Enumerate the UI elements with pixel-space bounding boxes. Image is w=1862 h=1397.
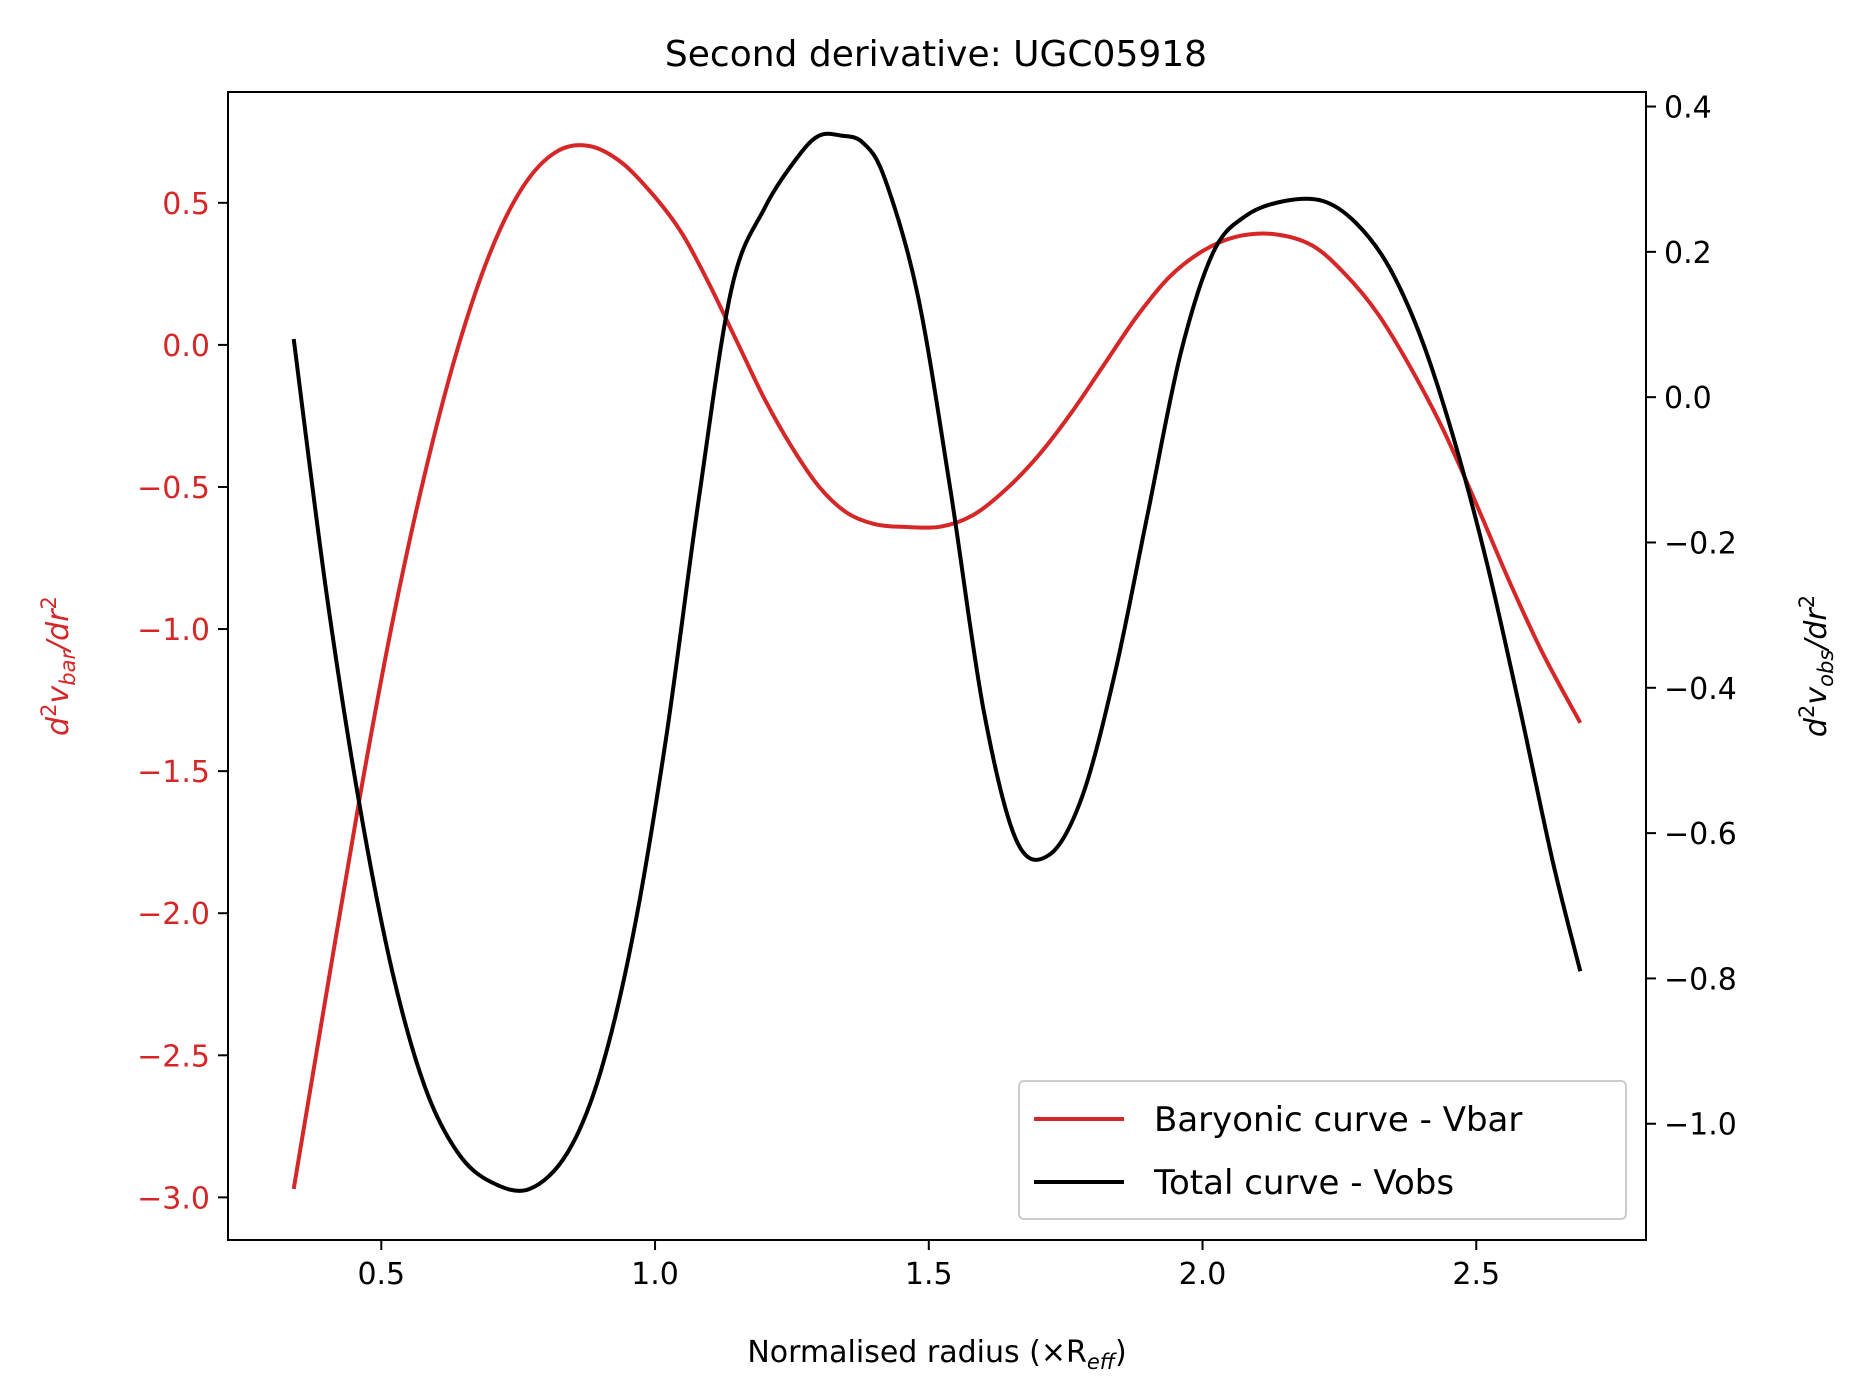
- y-right-tick-label: −0.8: [1664, 962, 1737, 997]
- x-tick-label: 1.5: [905, 1257, 953, 1292]
- legend: Baryonic curve - Vbar Total curve - Vobs: [1018, 1080, 1627, 1220]
- y-left-tick-label: −0.5: [137, 471, 210, 506]
- y-right-tick-label: −0.2: [1664, 526, 1737, 561]
- y-left-tick-label: −2.5: [137, 1039, 210, 1074]
- y-axis-left-label: d2vbar/dr2: [37, 596, 80, 736]
- y-left-tick-label: 0.0: [162, 329, 210, 364]
- series-line-total: [291, 131, 1583, 1193]
- y-left-tick-label: −2.0: [137, 897, 210, 932]
- x-axis-label: Normalised radius (×Reff): [747, 1335, 1126, 1374]
- y-left-tick-label: −1.0: [137, 613, 210, 648]
- y-left-tick-label: −1.5: [137, 755, 210, 790]
- plot-frame: [227, 91, 1647, 1241]
- y-axis-right: 0.4 0.2 0.0 −0.2 −0.4 −0.6 −0.8 −1.0: [1646, 91, 1737, 1143]
- x-tick-label: 0.5: [357, 1257, 405, 1292]
- y-axis-right-label: d2vobs/dr2: [1795, 595, 1838, 737]
- x-axis: 0.5 1.0 1.5 2.0 2.5: [357, 1240, 1500, 1292]
- y-right-tick-label: 0.4: [1664, 91, 1712, 126]
- y-right-tick-label: −0.4: [1664, 672, 1737, 707]
- y-axis-left: 0.5 0.0 −0.5 −1.0 −1.5 −2.0 −2.5 −3.0: [137, 187, 228, 1216]
- legend-box: [1018, 1080, 1627, 1220]
- series-line-baryonic: [291, 143, 1583, 1190]
- x-tick-label: 2.0: [1179, 1257, 1227, 1292]
- x-tick-label: 1.0: [631, 1257, 679, 1292]
- y-right-tick-label: −0.6: [1664, 817, 1737, 852]
- y-right-tick-label: 0.2: [1664, 236, 1712, 271]
- y-left-tick-label: 0.5: [162, 187, 210, 222]
- y-right-tick-label: −1.0: [1664, 1108, 1737, 1143]
- legend-label-total: Total curve - Vobs: [1153, 1163, 1454, 1203]
- legend-label-baryonic: Baryonic curve - Vbar: [1154, 1100, 1522, 1140]
- x-tick-label: 2.5: [1452, 1257, 1500, 1292]
- chart-title: Second derivative: UGC05918: [665, 34, 1207, 75]
- series-layer: [291, 131, 1583, 1193]
- y-left-tick-label: −3.0: [137, 1181, 210, 1216]
- y-right-tick-label: 0.0: [1664, 381, 1712, 416]
